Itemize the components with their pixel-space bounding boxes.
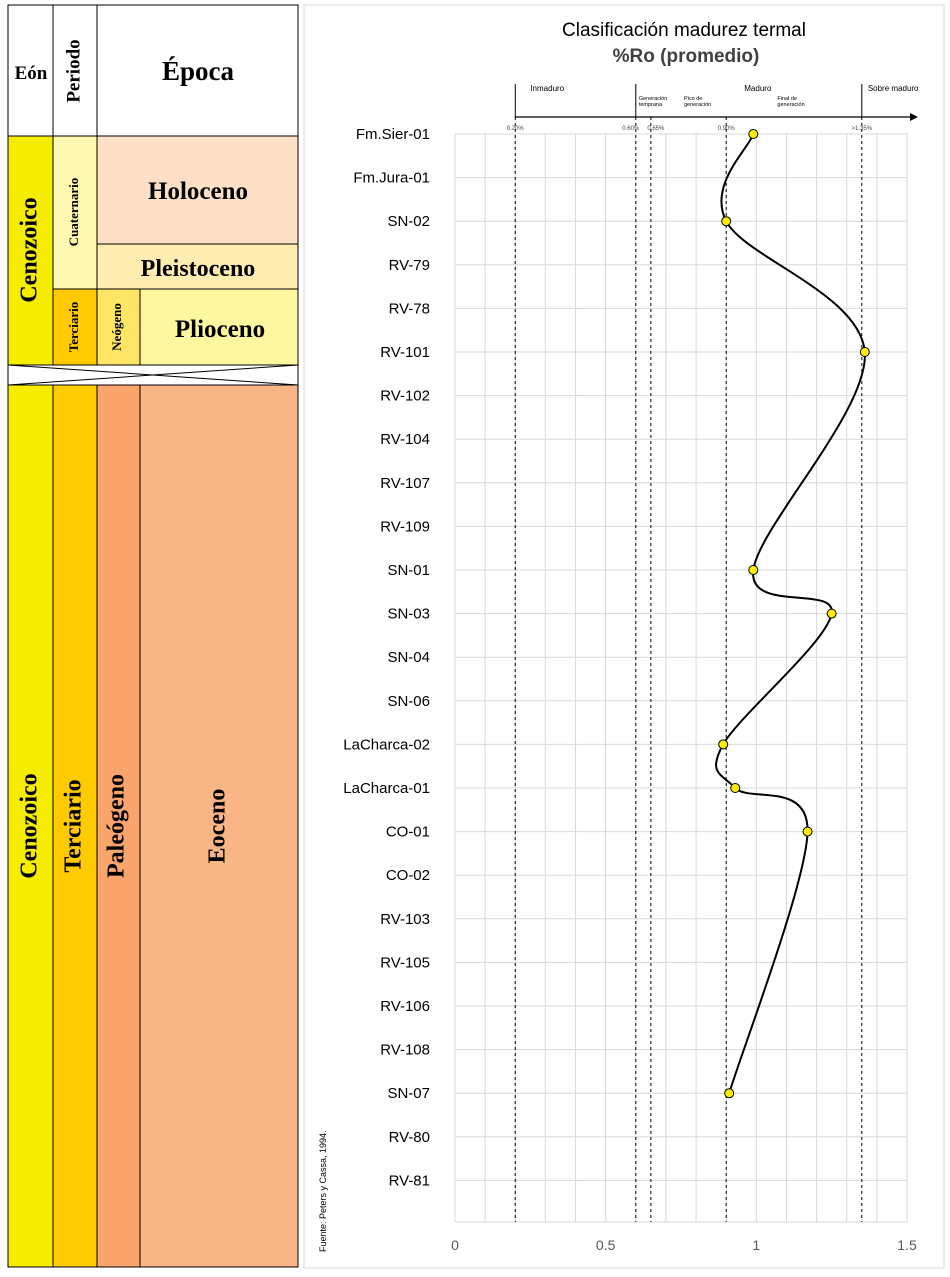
sample-label: RV-107 <box>380 475 430 492</box>
sample-label: RV-81 <box>389 1172 430 1189</box>
ro-data-point <box>718 739 729 750</box>
eoceno-cell <box>139 384 299 1268</box>
sample-label: RV-105 <box>380 954 430 971</box>
chart-subtitle: %Ro (promedio) <box>613 46 760 67</box>
neogeno-cell <box>96 288 141 366</box>
maturity-chart: Clasificación madurez termal %Ro (promed… <box>303 4 945 1269</box>
zone-label: Sobre maduro <box>868 84 919 93</box>
subzone-label: temprana <box>639 102 663 108</box>
sample-label: SN-04 <box>387 649 430 666</box>
sample-label: RV-78 <box>389 300 430 317</box>
sample-label: RV-106 <box>380 998 430 1015</box>
zone-axis-arrow <box>910 113 918 121</box>
ro-data-point <box>859 347 870 357</box>
sample-labels: Fm.Sier-01 Fm.Jura-01 SN-02 RV-79 RV-78 RV-10… <box>343 126 430 1189</box>
x-tick-label: 0.5 <box>596 1237 616 1253</box>
sample-label: Fm.Sier-01 <box>356 126 430 143</box>
sample-label: LaCharca-01 <box>343 780 430 797</box>
ro-data-point <box>748 129 759 139</box>
grid <box>454 133 908 1223</box>
paleogeno-label: Paleógeno <box>104 774 130 878</box>
threshold-label: 0.90% <box>718 126 736 132</box>
neogeno-label: Neógeno <box>109 303 124 351</box>
zone-label: Maduro <box>744 84 772 93</box>
maturity-zones: Inmaduro Maduro Sobre maduro Generacióntemp… <box>514 84 919 121</box>
ro-data-point <box>721 216 732 227</box>
terciario-lower-cell <box>52 384 98 1268</box>
x-axis-ticks: 0 0.5 1 1.5 <box>451 1237 917 1253</box>
holoceno-cell <box>96 135 299 245</box>
eoceno-label: Eoceno <box>205 789 231 864</box>
hiatus-cross <box>7 364 299 386</box>
sample-label: SN-01 <box>387 562 430 579</box>
zone-label: Inmaduro <box>530 84 564 93</box>
series <box>715 129 870 1099</box>
terciario-upper-cell <box>52 288 98 366</box>
sample-label: RV-108 <box>380 1042 430 1059</box>
x-tick-label: 1 <box>752 1237 760 1253</box>
subzone-label: generación <box>777 102 804 108</box>
sample-label: RV-102 <box>380 388 430 405</box>
x-tick-label: 0 <box>451 1237 459 1253</box>
cuaternario-label: Cuaternario <box>66 178 81 247</box>
eon-upper-label: Cenozoico <box>17 197 43 302</box>
sample-label: RV-80 <box>389 1129 430 1146</box>
sample-label: LaCharca-02 <box>343 736 430 753</box>
pleistoceno-cell <box>96 243 299 290</box>
subzone-label: Generación <box>639 96 667 102</box>
threshold-label: 0.65% <box>647 126 665 132</box>
eon-lower-label: Cenozoico <box>17 773 43 878</box>
terciario-lower-label: Terciario <box>61 779 87 872</box>
threshold-lines: 0.20% 0.60% 0.65% 0.90% >1.35% <box>507 117 873 1222</box>
period-header: Periodo <box>63 39 84 102</box>
holoceno-label: Holoceno <box>148 178 248 205</box>
sample-label: SN-03 <box>387 606 430 623</box>
threshold-label: >1.35% <box>852 126 873 132</box>
strat-header-box <box>7 4 299 137</box>
chart-border <box>303 4 945 1269</box>
chart-title: Clasificación madurez termal <box>562 20 806 41</box>
sample-label: CO-01 <box>386 824 430 841</box>
sample-label: SN-06 <box>387 693 430 710</box>
stratigraphic-column: Eón Periodo Época Cenozoico Cuaternario … <box>7 4 299 1268</box>
ro-data-point <box>730 783 741 793</box>
subzone-label: generación <box>684 102 711 108</box>
pleistoceno-label: Pleistoceno <box>141 256 256 282</box>
ro-series-line <box>715 133 866 1094</box>
subzone-label: Pico de <box>684 96 702 102</box>
ro-data-point <box>724 1088 735 1099</box>
source-note: Fuente: Peters y Cassa, 1994. <box>318 1130 328 1252</box>
sample-label: RV-101 <box>380 344 430 361</box>
terciario-upper-label: Terciario <box>66 302 81 353</box>
subzone-label: Final de <box>777 96 797 102</box>
sample-label: RV-104 <box>380 431 430 448</box>
eon-upper-cell <box>7 135 54 366</box>
plioceno-cell <box>139 288 299 366</box>
sample-label: RV-103 <box>380 911 430 928</box>
epoch-header: Época <box>162 56 235 86</box>
plioceno-label: Plioceno <box>175 316 265 343</box>
sample-label: RV-79 <box>389 257 430 274</box>
cuaternario-cell <box>52 135 98 290</box>
sample-label: CO-02 <box>386 867 430 884</box>
sample-label: SN-07 <box>387 1085 430 1102</box>
sample-label: RV-109 <box>380 518 430 535</box>
threshold-label: 0.20% <box>507 126 525 132</box>
ro-data-point <box>748 565 759 575</box>
threshold-label: 0.60% <box>622 126 640 132</box>
sample-label: Fm.Jura-01 <box>353 170 430 187</box>
x-tick-label: 1.5 <box>897 1237 917 1253</box>
sample-label: SN-02 <box>387 213 430 230</box>
ro-data-point <box>826 608 837 619</box>
eon-header: Eón <box>15 63 48 84</box>
ro-data-point <box>802 826 813 837</box>
